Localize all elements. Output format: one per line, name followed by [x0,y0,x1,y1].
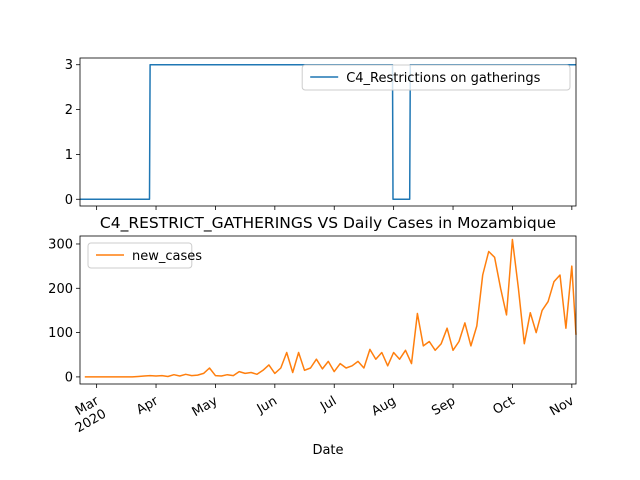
y-tick-label: 1 [65,148,73,163]
y-tick-label: 300 [48,237,73,252]
chart-title: C4_RESTRICT_GATHERINGS VS Daily Cases in… [100,214,556,233]
x-tick-label: Aug [369,394,398,420]
x-tick-label: Apr [134,393,162,418]
legend-label: new_cases [132,249,202,264]
x-tick-label: Jun [254,394,280,418]
y-tick-label: 3 [65,58,73,73]
x-tick-label: May [190,394,221,421]
x-tick-label: Nov [547,394,577,420]
x-tick-label: Sep [429,394,458,419]
y-tick-label: 100 [48,326,73,341]
y-tick-label: 2 [65,103,73,118]
axes-frame [79,235,577,385]
x-tick-label: Mar2020 [65,393,109,436]
legend-box [301,64,571,91]
y-tick-label: 200 [48,282,73,297]
y-tick-label: 0 [65,370,73,385]
axes-frame [79,57,577,207]
y-tick-label: 0 [65,193,73,208]
x-tick-label: Oct [490,394,517,418]
legend-label: C4_Restrictions on gatherings [346,71,540,86]
data-line [84,238,577,378]
legend-box [87,242,193,269]
x-axis-label: Date [312,443,343,458]
x-tick-label: Jul [317,394,339,415]
